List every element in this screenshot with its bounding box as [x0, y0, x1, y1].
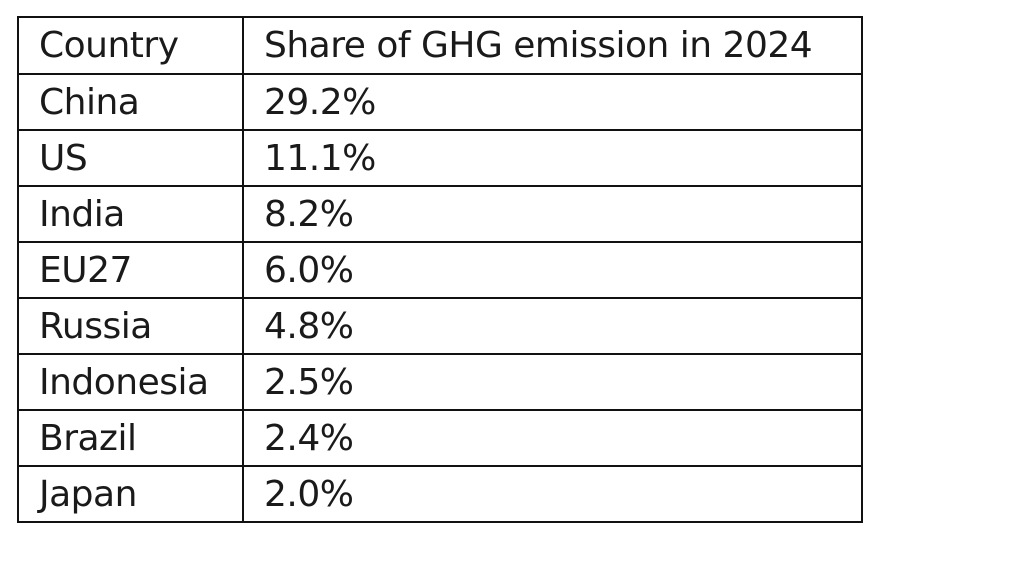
cell-country: US: [17, 129, 244, 187]
cell-country: China: [17, 73, 244, 131]
cell-country: Brazil: [17, 409, 244, 467]
emissions-table: Country Share of GHG emission in 2024 Ch…: [17, 16, 863, 523]
table-row: Russia 4.8%: [17, 297, 863, 355]
cell-country: Indonesia: [17, 353, 244, 411]
table-row: China 29.2%: [17, 73, 863, 131]
cell-share: 4.8%: [242, 297, 863, 355]
table-row: India 8.2%: [17, 185, 863, 243]
header-country: Country: [17, 16, 244, 75]
table-row: US 11.1%: [17, 129, 863, 187]
cell-share: 8.2%: [242, 185, 863, 243]
cell-country: India: [17, 185, 244, 243]
cell-share: 29.2%: [242, 73, 863, 131]
emissions-table-container: Country Share of GHG emission in 2024 Ch…: [17, 16, 863, 523]
header-share: Share of GHG emission in 2024: [242, 16, 863, 75]
cell-share: 2.5%: [242, 353, 863, 411]
table-row: Brazil 2.4%: [17, 409, 863, 467]
cell-share: 6.0%: [242, 241, 863, 299]
cell-share: 2.4%: [242, 409, 863, 467]
cell-share: 2.0%: [242, 465, 863, 523]
table-row: Japan 2.0%: [17, 465, 863, 523]
cell-country: Japan: [17, 465, 244, 523]
cell-share: 11.1%: [242, 129, 863, 187]
table-row: EU27 6.0%: [17, 241, 863, 299]
cell-country: EU27: [17, 241, 244, 299]
table-header-row: Country Share of GHG emission in 2024: [17, 16, 863, 75]
table-row: Indonesia 2.5%: [17, 353, 863, 411]
cell-country: Russia: [17, 297, 244, 355]
